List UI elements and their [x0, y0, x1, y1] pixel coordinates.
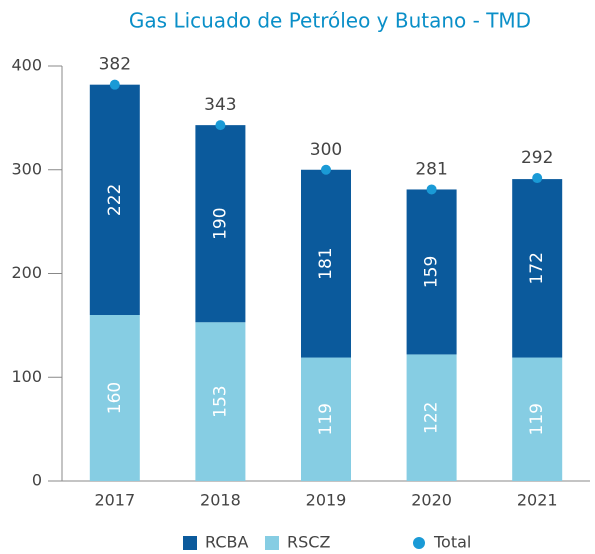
value-label: 119	[316, 403, 336, 435]
bar-segment	[406, 354, 457, 481]
y-tick-label: 400	[11, 56, 42, 75]
total-label: 292	[521, 148, 553, 168]
bar-segment	[195, 322, 246, 481]
legend-marker	[265, 536, 279, 550]
value-label: 119	[527, 403, 547, 435]
bar-segment	[512, 179, 563, 358]
value-label: 172	[527, 252, 547, 284]
value-label: 159	[422, 256, 442, 288]
total-dot	[426, 184, 437, 195]
bar-segment	[512, 357, 563, 481]
value-label: 153	[210, 385, 230, 417]
x-tick-label: 2020	[411, 491, 452, 510]
total-label: 343	[204, 95, 236, 115]
x-tick-label: 2019	[306, 491, 347, 510]
y-tick-label: 200	[11, 263, 42, 282]
legend-label: Total	[433, 533, 471, 552]
legend-marker	[413, 537, 425, 549]
total-label: 281	[415, 159, 447, 179]
value-label: 222	[105, 184, 125, 216]
value-label: 160	[105, 382, 125, 414]
bar-segment	[89, 84, 140, 315]
x-tick-label: 2018	[200, 491, 241, 510]
bar-segment	[89, 315, 140, 481]
total-dot	[321, 164, 331, 175]
total-label: 382	[99, 55, 131, 75]
x-tick-label: 2021	[517, 491, 558, 510]
total-dot	[215, 120, 226, 131]
value-label: 181	[316, 247, 336, 279]
total-dot	[109, 79, 120, 90]
value-label: 122	[422, 401, 442, 433]
value-label: 190	[210, 207, 230, 239]
total-label: 300	[310, 140, 342, 160]
bar-segment	[301, 169, 351, 358]
bar-segment	[406, 189, 457, 355]
y-tick-label: 0	[32, 471, 42, 490]
legend-label: RCBA	[205, 533, 248, 552]
legend-label: RSCZ	[287, 533, 330, 552]
bar-segment	[195, 125, 246, 323]
total-dot	[532, 173, 543, 184]
legend-marker	[183, 536, 197, 550]
y-tick-label: 300	[11, 159, 42, 178]
chart-title: Gas Licuado de Petróleo y Butano - TMD	[129, 9, 531, 33]
x-tick-label: 2017	[94, 491, 135, 510]
y-tick-label: 100	[11, 367, 42, 386]
bar-segment	[301, 357, 351, 481]
